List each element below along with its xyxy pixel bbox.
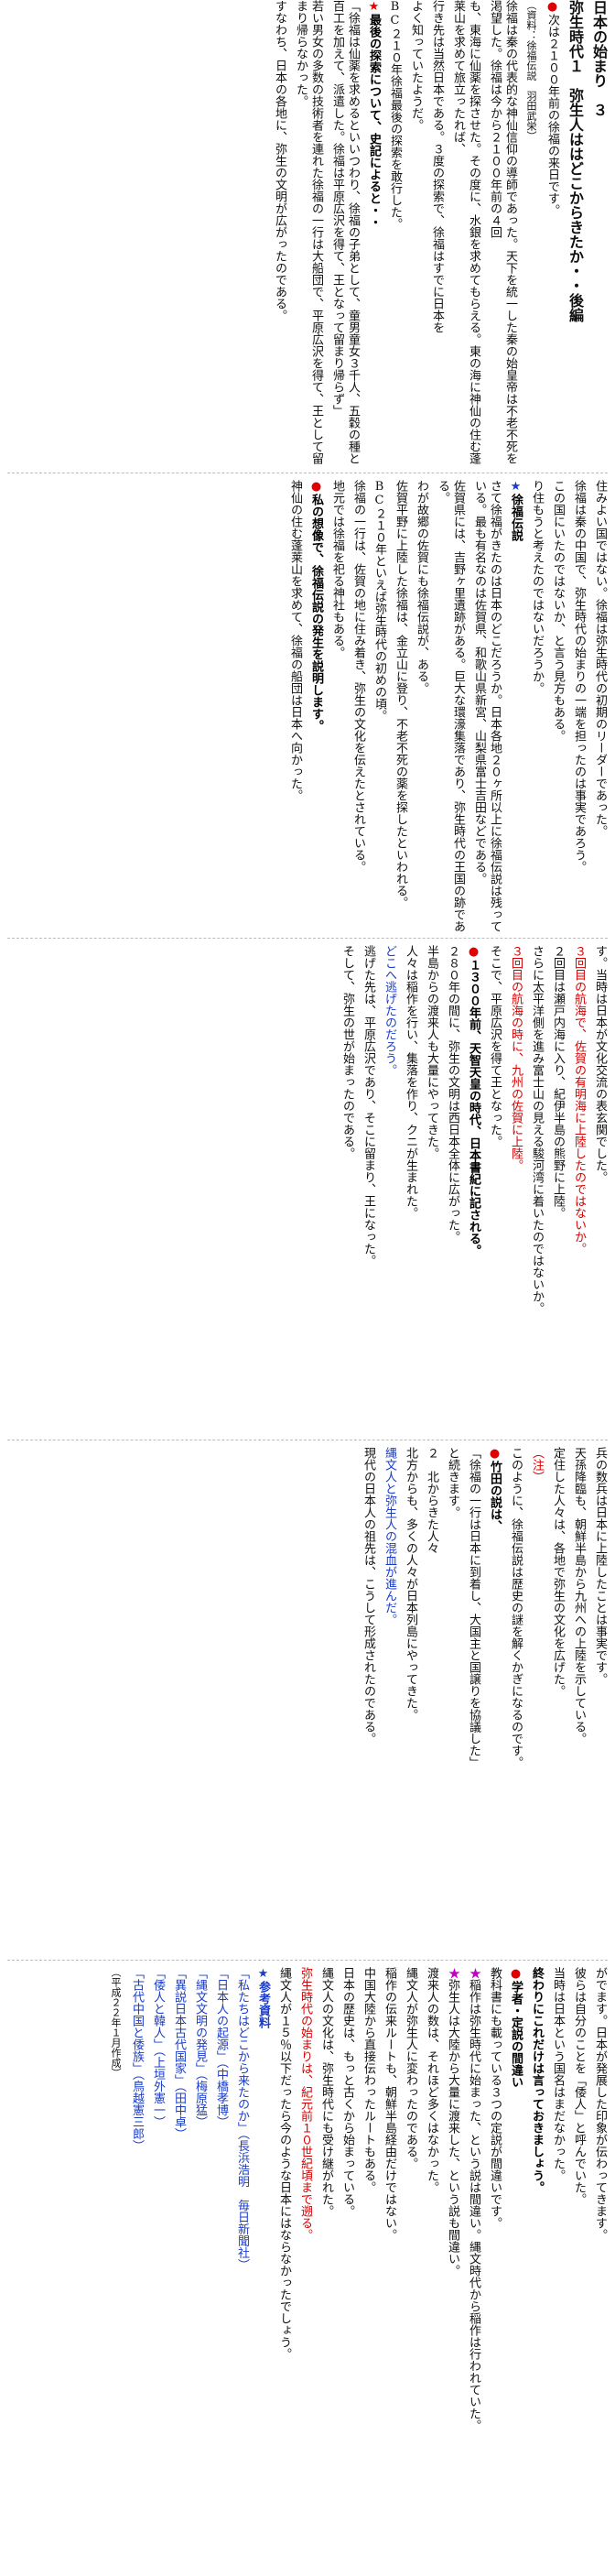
b2-col-8: 佐賀平野に上陸した徐福は、金立山に登り、不老不死の薬を探したといわれる。 — [394, 480, 407, 908]
b5-col-6: ★弥生人は大陸から大量に渡来した、という説も間違い。 — [446, 1967, 459, 2277]
b5-col-14: 縄文人が１５％以下だったら今のような日本にはならなかったでしょう。 — [277, 1967, 291, 2360]
series-title: 日本の始まり ３ — [590, 0, 608, 117]
body-5: BC２１０年徐福最後の探索を敢行した。 — [388, 0, 402, 230]
b3-col-2: ３回目の航海で、佐賀の有明海に上陸したのではないか。 — [572, 945, 586, 1255]
b4-col-1: 兵の数兵は日本に上陸したことは事実です。 — [593, 1447, 607, 1685]
b5-col-4: 教科書にも載っている３つの定説が間違いです。 — [488, 1967, 502, 2229]
b4-col-2: 天孫降臨も、朝鮮半島から九州への上陸を示している。 — [572, 1447, 586, 1745]
b5-col-7: 渡来人の数は、それほど多くはなかった。 — [425, 1967, 438, 2193]
b4-heading: ●竹田の説は、 — [488, 1447, 502, 1532]
b5-ref-5: 「倭人と韓人」（上垣外憲一） — [151, 1967, 165, 2128]
b2-col-6: 佐賀県には、吉野ヶ里遺跡がある。巨大な環濠集落であり、弥生時代の王国の跡である。 — [436, 480, 465, 932]
b5-col-11: 日本の歴史は、もっと古くから始まっている。 — [340, 1967, 354, 2217]
b2-col-12: 神仙の住む蓬莱山を求めて、徐福の船団は日本へ向かった。 — [288, 480, 302, 801]
b2-col-9: BC２１０年といえば弥生時代の初めの頃。 — [372, 480, 386, 722]
article-title: 弥生時代１ 弥生人ははどこからきたか・・後編 — [566, 0, 584, 322]
b5-ref-4: 「異説日本古代国家」（田中卓） — [172, 1967, 186, 2140]
b2-col-4: り住もうと考えたのではないだろうか。 — [530, 480, 544, 694]
b3-col-9: 人々は稲作を行い、集落を作り、クニが生まれた。 — [404, 945, 417, 1219]
b5-col-5: ★稲作は弥生時代に始まった、という説は間違い。縄文時代から稲作は行われていた。 — [467, 1967, 480, 2431]
body-6: 「徐福は仙薬を求めるといいつわり、徐福の子弟として、童男童女３千人、五穀の種と百… — [330, 0, 360, 464]
b3-col-3: ２回目は瀬戸内海に入り、紀伊半島の熊野に上陸。 — [551, 945, 565, 1219]
b3-col-6: そこで、平原広沢を得て王となった。 — [488, 945, 502, 1147]
b5-ref-2: 「日本人の起源」（中橋孝博） — [214, 1967, 228, 2128]
b3-col-8: 半島からの渡来人も大量にやってきた。 — [425, 945, 438, 1159]
b3-col-7: ２８０年の間に、弥生の文明は西日本全体に広がった。 — [446, 945, 459, 1243]
b2-col-3: この国にいたのではないか、と言う見方もある。 — [551, 480, 565, 742]
b5-col-1: がでます。日本が発展した印象が伝わってきます。 — [593, 1967, 607, 2241]
b2-heading-legend: ★徐福伝説 — [509, 480, 523, 541]
b5-col-10: 中国大陸から直接伝わったルートもある。 — [361, 1967, 375, 2193]
section-heading-1: ★最後の探索について、史記によると・・ — [367, 0, 381, 228]
body-1: 徐福は秦の代表的な神仙信仰の導師であった。天下を統一した秦の始皇帝は不老不死を渇… — [488, 0, 517, 464]
body-2: も、東海に仙薬を探させた。その度に、水銀を求めてもらえる。東の海に神仙の住む蓬莱… — [451, 0, 480, 464]
b5-col-13: 弥生時代の始まりは、紀元前１０世紀頃まで遡る。 — [298, 1967, 312, 2241]
b5-heading-1: 終わりにこれだけは言っておきましょう。 — [530, 1967, 544, 2193]
band-3: す。当時は日本が文化交流の表玄関でした。 ３回目の航海で、佐賀の有明海に上陸した… — [7, 945, 608, 1440]
b4-col-6: 「徐福の一行は日本に到着し、大国主と国譲りを協議した」 — [467, 1447, 480, 1768]
b5-heading-2: ●学者・定説の間違い — [509, 1967, 523, 2088]
b2-heading-2: ●私の想像で、徐福伝説の発生を説明します。 — [309, 480, 323, 732]
body-3: 行き先は当然日本である。３度の探索で、徐福はすでに日本を — [430, 0, 444, 333]
b3-col-11: 逃げた先は、平原広沢であり、そこに留まり、王になった。 — [361, 945, 375, 1266]
b2-col-5: さて徐福がきたのは日本のどこだろうか。日本各地２０ヶ所以上に徐福伝説は残っている… — [472, 480, 502, 932]
b3-heading: ●１３００年前、天智天皇の時代、日本書紀に記される。 — [467, 945, 480, 1256]
b5-col-3: 当時は日本という国名はまだなかった。 — [551, 1967, 565, 2181]
b4-col-5: このように、徐福伝説は歴史の謎を解くかぎになるのです。 — [509, 1447, 523, 1768]
b5-ref-1: 「私たちはどこから来たのか」（長浜浩明 毎日新聞社） — [235, 1967, 249, 2271]
b2-col-7: わが故郷の佐賀にも徐福伝説が、ある。 — [415, 480, 428, 694]
band-2: 住みよい国ではない。徐福は弥生時代の初期のリーダーであった。 徐福は秦の中国で、… — [7, 480, 608, 939]
b5-date: （平成２２年１月作成） — [110, 1967, 122, 2078]
b2-col-2: 徐福は秦の中国で、弥生時代の始まりの一端を担ったのは事実であろう。 — [572, 480, 586, 873]
body-7: 若い男女の多数の技術者を連れた徐福の一行は大船団で、平原広沢を得て、王として留ま… — [294, 0, 323, 464]
b2-col-1: 住みよい国ではない。徐福は弥生時代の初期のリーダーであった。 — [593, 480, 607, 837]
b4-col-7: と続きます。 — [446, 1447, 459, 1518]
source-line: （資料：徐福伝説 羽田武栄） — [525, 0, 537, 141]
b3-col-5: ３回目の航海の時に、九州の佐賀に上陸。 — [509, 945, 523, 1171]
b2-col-10: 徐福の一行は、佐賀の地に住み着き、弥生の文化を伝えたとされている。 — [351, 480, 365, 873]
b4-col-4: （注） — [530, 1447, 544, 1483]
b3-col-10: どこへ逃げたのだろう。 — [383, 945, 396, 1076]
b4-col-9: 北方からも、多くの人々が日本列島にやってきた。 — [404, 1447, 417, 1721]
band-1: 日本の始まり ３ 弥生時代１ 弥生人ははどこからきたか・・後編 ●次は２１００年… — [7, 0, 608, 473]
b4-col-10: 縄文人と弥生人の混血が進んだ。 — [383, 1447, 396, 1625]
b5-col-12: 縄文人の文化は、弥生時代にも受け継がれた。 — [319, 1967, 333, 2217]
b3-col-1: す。当時は日本が文化交流の表玄関でした。 — [593, 945, 607, 1183]
band-4: 兵の数兵は日本に上陸したことは事実です。 天孫降臨も、朝鮮半島から九州への上陸を… — [7, 1447, 608, 1961]
b5-ref-heading: ★参考資料 — [256, 1967, 270, 2028]
b3-col-4: さらに太平洋側を進み富士山の見える駿河湾に着いたのではないか。 — [530, 945, 544, 1314]
b4-col-8: ２ 北からきた人々 — [425, 1447, 438, 1554]
b5-col-2: 彼らは自分のことを「倭人」と呼んでいた。 — [572, 1967, 586, 2205]
b5-col-8: 縄文人が弥生人に変わったのである。 — [404, 1967, 417, 2169]
b3-col-12: そして、弥生の世が始まったのである。 — [340, 945, 354, 1159]
band-5: がでます。日本が発展した印象が伝わってきます。 彼らは自分のことを「倭人」と呼ん… — [7, 1967, 608, 2571]
intro-line: ●次は２１００年前の徐福の来日です。 — [545, 0, 559, 216]
b2-col-11: 地元では徐福を祀る神社もある。 — [330, 480, 344, 658]
b5-ref-6: 「古代中国と倭族」（鳥越憲三郎） — [130, 1967, 144, 2152]
body-4: よく知っていたようだ。 — [409, 0, 423, 131]
b5-col-9: 稲作の伝来ルートも、朝鮮半島経由だけではない。 — [383, 1967, 396, 2241]
body-8: すなわち、日本の各地に、弥生の文明が広がったのである。 — [273, 0, 286, 321]
b5-ref-3: 「縄文文明の発見」（梅原猛） — [193, 1967, 207, 2128]
b4-col-11: 現代の日本人の祖先は、こうして形成されたのである。 — [361, 1447, 375, 1745]
b4-col-3: 定住した人々は、各地で弥生の文化を広げた。 — [551, 1447, 565, 1697]
